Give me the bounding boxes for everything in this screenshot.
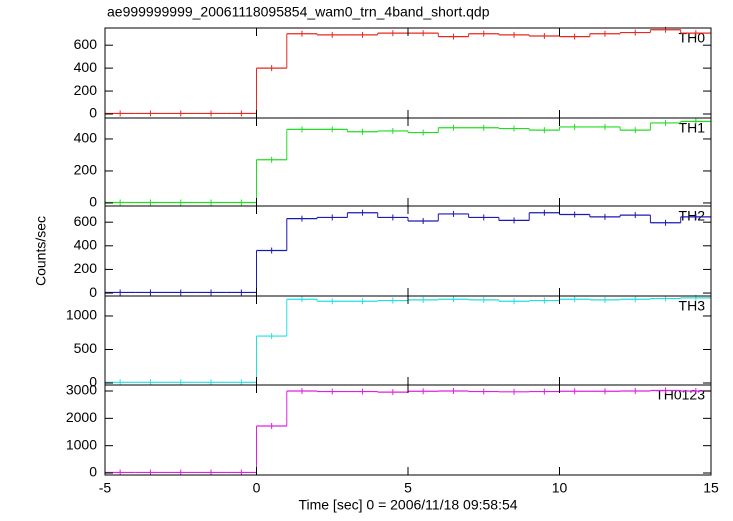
x-tick-label: -5 [99, 480, 112, 496]
panel-frame [104, 27, 712, 119]
series-label: TH0123 [655, 387, 705, 403]
y-tick-label: 400 [74, 130, 98, 146]
x-tick-label: 15 [703, 480, 719, 496]
y-tick-label: 0 [89, 194, 97, 210]
y-tick-label: 400 [74, 237, 98, 253]
panel-frame [104, 295, 712, 386]
y-tick-label: 0 [89, 105, 97, 121]
y-tick-label: 0 [89, 284, 97, 300]
x-tick-label: 5 [404, 480, 412, 496]
y-tick-label: 0 [89, 374, 97, 390]
series-label: TH1 [679, 120, 706, 136]
x-axis-label: Time [sec] 0 = 2006/11/18 09:58:54 [298, 497, 517, 513]
y-tick-label: 1000 [66, 307, 97, 323]
y-tick-label: 0 [89, 464, 97, 480]
y-tick-label: 3000 [66, 382, 97, 398]
y-tick-label: 200 [74, 260, 98, 276]
y-tick-label: 2000 [66, 409, 97, 425]
y-axis-label: Counts/sec [33, 216, 49, 286]
panel-frame [104, 384, 712, 476]
x-tick-label: 0 [253, 480, 261, 496]
series-label: TH0 [679, 30, 706, 46]
series-label: TH3 [679, 298, 706, 314]
y-tick-label: 200 [74, 82, 98, 98]
series-label: TH2 [679, 208, 706, 224]
y-tick-label: 200 [74, 162, 98, 178]
chart-title: ae999999999_20061118095854_wam0_trn_4ban… [107, 4, 490, 20]
y-tick-label: 600 [74, 213, 98, 229]
y-tick-label: 400 [74, 59, 98, 75]
x-tick-label: 10 [552, 480, 568, 496]
y-tick-label: 1000 [66, 436, 97, 452]
y-tick-label: 500 [74, 340, 98, 356]
y-tick-label: 600 [74, 36, 98, 52]
